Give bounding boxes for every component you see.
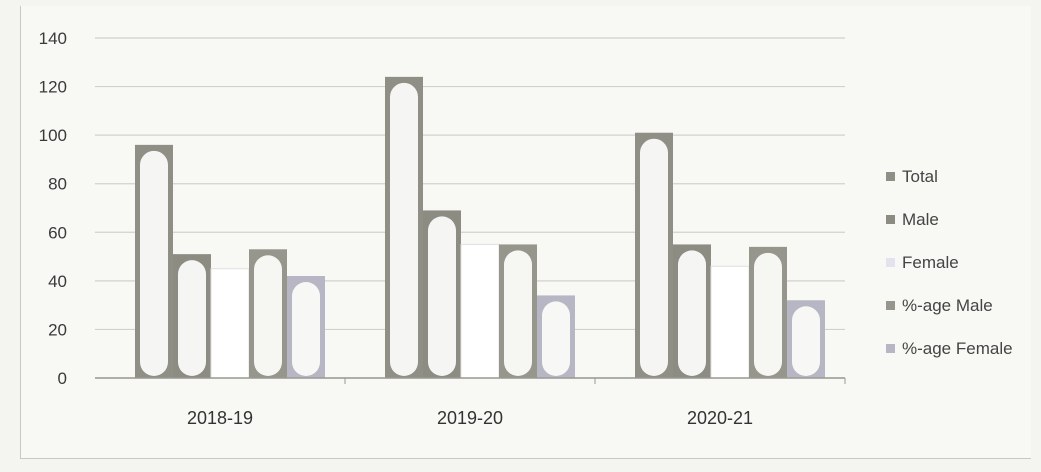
bar-highlight [390,82,418,376]
x-category-label: 2018-19 [187,408,253,428]
bar-female-2018-19 [210,268,250,379]
y-tick-label: 120 [39,78,67,97]
bar-highlight [254,255,282,376]
y-tick-label: 80 [48,175,67,194]
bar-highlight [792,306,820,376]
bar-highlight [504,250,532,376]
bar-highlight [542,301,570,376]
bars [135,76,825,379]
legend-swatch [886,344,895,353]
legend: Total Male Female %-age Male %-age Female [886,167,1013,358]
y-tick-label: 140 [39,29,67,48]
legend-label: %-age Female [902,339,1013,358]
bar-female-2019-20 [460,243,500,379]
bar-highlight [178,260,206,376]
legend-label: Male [902,210,939,229]
bar-highlight [292,282,320,376]
legend-swatch [886,172,895,181]
bar-female-2020-21 [710,265,750,379]
legend-swatch [886,215,895,224]
legend-label: %-age Male [902,296,993,315]
y-tick-label: 0 [58,369,67,388]
x-category-label: 2020-21 [687,408,753,428]
legend-swatch [886,258,895,267]
legend-label: Total [902,167,938,186]
bar-highlight [640,138,668,376]
y-axis-ticks: 0 20 40 60 80 100 120 140 [39,29,67,388]
bar-highlight [678,250,706,376]
y-tick-label: 100 [39,126,67,145]
x-axis-categories: 2018-19 2019-20 2020-21 [187,408,753,428]
x-category-label: 2019-20 [437,408,503,428]
y-tick-label: 40 [48,272,67,291]
y-tick-label: 60 [48,223,67,242]
bar-highlight [754,252,782,376]
legend-swatch [886,301,895,310]
bar-highlight [428,216,456,376]
legend-label: Female [902,253,959,272]
bar-highlight [140,150,168,376]
y-tick-label: 20 [48,320,67,339]
